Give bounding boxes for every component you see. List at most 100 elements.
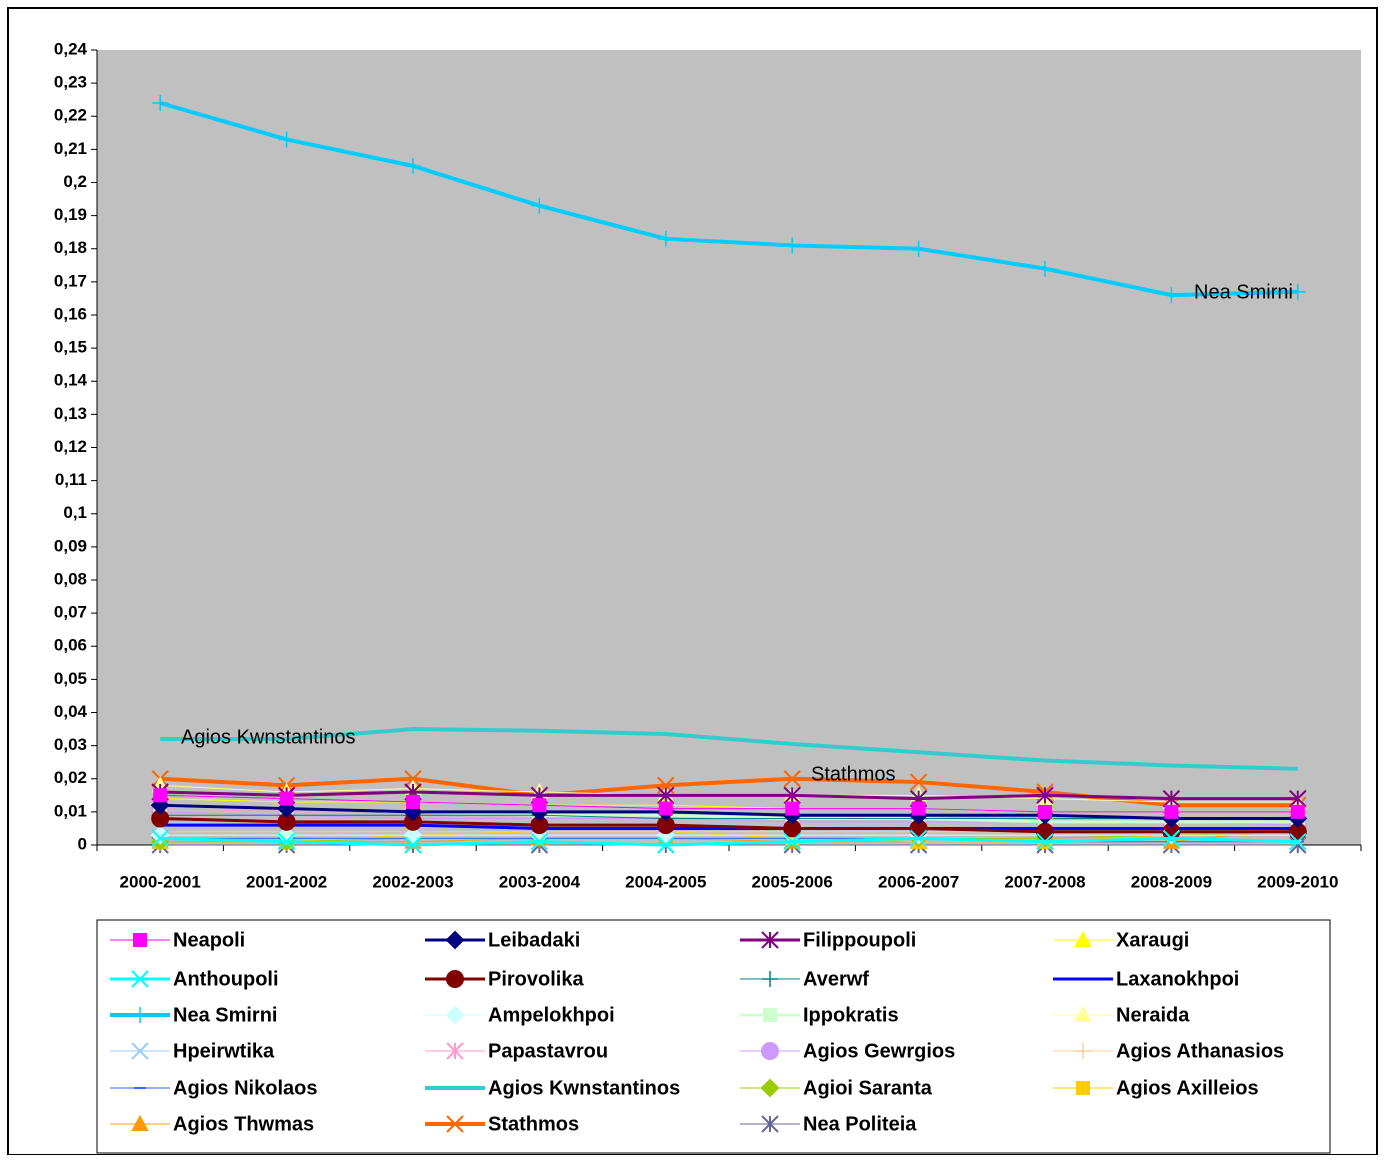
- data-point: [1036, 786, 1054, 805]
- y-tick-label: 0,2: [63, 172, 87, 191]
- y-tick-label: 0,01: [54, 801, 87, 820]
- x-tick-label: 2000-2001: [120, 872, 201, 891]
- y-tick-label: 0,16: [54, 304, 87, 323]
- data-point: [153, 788, 168, 803]
- y-tick-label: 0,21: [54, 139, 87, 158]
- x-tick-label: 2004-2005: [625, 872, 706, 891]
- legend-marker: [1075, 1043, 1091, 1059]
- series-line: [160, 814, 1298, 819]
- legend-marker: [131, 1114, 149, 1131]
- y-tick-label: 0,18: [54, 238, 87, 257]
- x-tick-label: 2006-2007: [878, 872, 959, 891]
- data-point: [152, 95, 169, 111]
- legend-label: Neapoli: [173, 929, 245, 951]
- data-point: [910, 240, 927, 257]
- legend-label: Agioi Saranta: [803, 1077, 933, 1099]
- data-point: [1289, 789, 1307, 808]
- data-point: [532, 798, 547, 813]
- data-point: [1163, 287, 1180, 304]
- y-tick-label: 0: [78, 834, 87, 853]
- y-tick-label: 0,15: [54, 338, 87, 357]
- x-tick-label: 2008-2009: [1131, 872, 1212, 891]
- legend-marker: [132, 1007, 148, 1023]
- legend-label: Anthoupoli: [173, 968, 279, 990]
- annotation: Nea Smirni: [1194, 281, 1293, 303]
- legend-label: Ampelokhpoi: [488, 1004, 615, 1026]
- data-point: [1164, 804, 1179, 819]
- data-point: [1289, 832, 1307, 851]
- y-tick-label: 0,12: [54, 437, 87, 456]
- data-point: [530, 832, 549, 851]
- data-point: [278, 131, 295, 148]
- legend-marker: [446, 1042, 464, 1060]
- legend-label: Papastavrou: [488, 1040, 608, 1062]
- x-tick-label: 2001-2002: [246, 872, 327, 891]
- legend-label: Averwf: [803, 968, 869, 990]
- data-point: [785, 801, 800, 816]
- y-tick-label: 0,1: [63, 503, 87, 522]
- data-point: [151, 829, 169, 848]
- data-point: [403, 825, 423, 845]
- x-tick-label: 2007-2008: [1004, 872, 1085, 891]
- legend-marker: [762, 971, 778, 987]
- data-point: [1289, 283, 1306, 300]
- data-point: [404, 770, 422, 788]
- annotation: Stathmos: [811, 763, 895, 785]
- data-point: [658, 801, 673, 816]
- legend-label: Hpeirwtika: [173, 1040, 275, 1062]
- y-tick-label: 0,22: [54, 106, 87, 125]
- y-tick-label: 0,06: [54, 636, 87, 655]
- data-point: [1162, 829, 1181, 848]
- legend-label: Nea Politeia: [803, 1113, 917, 1135]
- legend-marker: [1074, 1005, 1092, 1022]
- series-line: [160, 817, 1298, 834]
- data-point: [784, 237, 801, 254]
- legend-label: Agios Axilleios: [1116, 1077, 1259, 1099]
- legend-marker: [131, 1042, 149, 1060]
- legend-label: Pirovolika: [488, 968, 584, 990]
- data-point: [277, 832, 296, 851]
- data-point: [279, 791, 294, 806]
- data-point: [657, 836, 675, 854]
- legend-marker: [763, 1008, 777, 1022]
- legend-label: Xaraugi: [1116, 929, 1189, 951]
- y-tick-label: 0,14: [54, 371, 88, 390]
- series-line: [160, 794, 1298, 813]
- x-tick-label: 2009-2010: [1257, 872, 1338, 891]
- legend-marker: [761, 931, 779, 949]
- legend-label: Laxanokhpoi: [1116, 968, 1239, 990]
- series-line: [159, 101, 1298, 298]
- y-tick-label: 0,03: [54, 735, 87, 754]
- series-line: [160, 823, 1298, 830]
- data-point: [531, 197, 548, 214]
- data-point: [405, 157, 421, 174]
- legend-marker: [760, 1078, 780, 1098]
- data-point: [406, 794, 420, 809]
- y-tick-label: 0,08: [54, 569, 87, 588]
- legend-label: Filippoupoli: [803, 929, 916, 951]
- data-point: [911, 801, 926, 816]
- data-point: [657, 230, 674, 247]
- series-line: [160, 837, 1298, 843]
- series-line: [160, 803, 1298, 820]
- series-line: [160, 790, 1298, 801]
- annotation: Agios Kwnstantinos: [181, 726, 356, 748]
- y-tick-label: 0,19: [54, 205, 87, 224]
- series-line: [160, 836, 1298, 847]
- plot-area: [97, 50, 1361, 845]
- data-point: [1038, 804, 1052, 819]
- legend-marker: [761, 1042, 779, 1060]
- legend-label: Leibadaki: [488, 929, 580, 951]
- data-point: [1037, 260, 1053, 277]
- legend-label: Agios Athanasios: [1116, 1040, 1284, 1062]
- y-tick-label: 0,17: [54, 271, 87, 290]
- legend-marker: [445, 930, 465, 950]
- data-point: [783, 770, 801, 788]
- y-tick-label: 0,13: [54, 404, 87, 423]
- legend-label: Neraida: [1116, 1004, 1190, 1026]
- legend-box: [96, 919, 1331, 1154]
- legend-label: Agios Nikolaos: [173, 1077, 317, 1099]
- y-tick-label: 0,11: [55, 470, 87, 489]
- data-point: [783, 786, 801, 805]
- y-tick-label: 0,24: [54, 39, 88, 58]
